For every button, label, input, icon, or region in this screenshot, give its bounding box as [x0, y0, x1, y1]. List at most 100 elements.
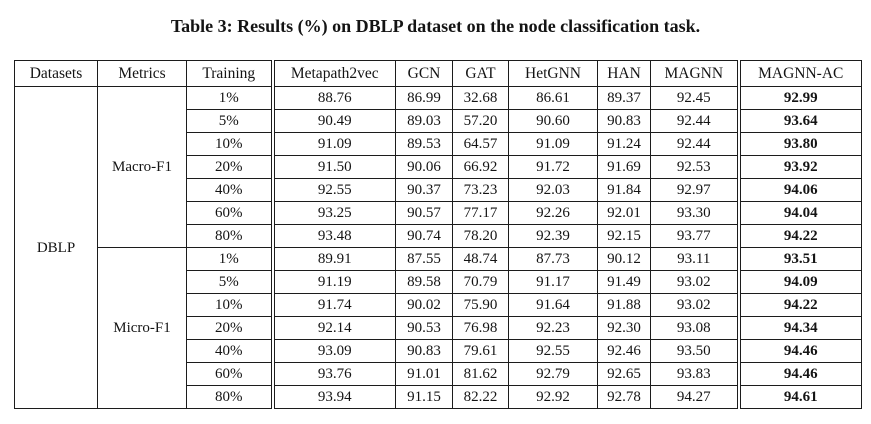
value-cell: 93.02 — [650, 293, 739, 317]
value-cell: 91.64 — [508, 293, 598, 317]
value-cell: 92.30 — [597, 316, 651, 340]
value-cell: 93.94 — [270, 385, 396, 409]
value-cell: 86.61 — [508, 86, 598, 110]
value-cell: 88.76 — [270, 86, 396, 110]
value-cell: 92.92 — [508, 385, 598, 409]
value-cell: 93.11 — [650, 247, 739, 271]
value-cell: 93.51 — [736, 247, 862, 271]
table-body: DBLP Macro-F1 1% 88.76 86.99 32.68 86.61 89.37 9… — [14, 86, 862, 409]
value-cell: 91.09 — [508, 132, 598, 156]
value-cell: 91.69 — [597, 155, 651, 179]
value-cell: 92.44 — [650, 109, 739, 133]
value-cell: 89.58 — [395, 270, 453, 294]
value-cell: 91.88 — [597, 293, 651, 317]
table-caption: Table 3: Results (%) on DBLP dataset on … — [170, 16, 701, 36]
value-cell: 94.22 — [736, 293, 862, 317]
value-cell: 90.60 — [508, 109, 598, 133]
value-cell: 94.27 — [650, 385, 739, 409]
table-row: 20% 92.14 90.53 76.98 92.23 92.30 93.08 94.34 — [15, 316, 862, 340]
value-cell: 90.06 — [395, 155, 453, 179]
value-cell: 92.55 — [270, 178, 396, 202]
value-cell: 93.02 — [650, 270, 739, 294]
value-cell: 91.24 — [597, 132, 651, 156]
value-cell: 78.20 — [452, 224, 509, 248]
value-cell: 92.65 — [597, 362, 651, 386]
value-cell: 91.01 — [395, 362, 453, 386]
training-cell: 5% — [186, 109, 273, 133]
table-row: 10% 91.09 89.53 64.57 91.09 91.24 92.44 93.80 — [15, 132, 862, 156]
value-cell: 93.77 — [650, 224, 739, 248]
value-cell: 87.55 — [395, 247, 453, 271]
value-cell: 92.99 — [736, 86, 862, 110]
value-cell: 86.99 — [395, 86, 453, 110]
value-cell: 57.20 — [452, 109, 509, 133]
table-row: Micro-F1 1% 89.91 87.55 48.74 87.73 90.12 93.11… — [15, 247, 862, 409]
value-cell: 92.26 — [508, 201, 598, 225]
value-cell: 93.76 — [270, 362, 396, 386]
value-cell: 94.61 — [736, 385, 862, 409]
value-cell: 93.09 — [270, 339, 396, 363]
table-row: 5% 91.19 89.58 70.79 91.17 91.49 93.02 94.09 — [15, 270, 862, 294]
value-cell: 91.84 — [597, 178, 651, 202]
value-cell: 81.62 — [452, 362, 509, 386]
value-cell: 92.53 — [650, 155, 739, 179]
value-cell: 92.78 — [597, 385, 651, 409]
column-header: HAN — [597, 60, 651, 87]
value-cell: 89.37 — [597, 86, 651, 110]
value-cell: 91.09 — [270, 132, 396, 156]
value-cell: 90.02 — [395, 293, 453, 317]
column-header: MAGNN-AC — [736, 60, 862, 87]
value-cell: 91.17 — [508, 270, 598, 294]
value-cell: 48.74 — [452, 247, 509, 271]
column-header: HetGNN — [508, 60, 598, 87]
metric-cell: Macro-F1 — [97, 86, 187, 248]
table-row: DBLP Macro-F1 1% 88.76 86.99 32.68 86.61 89.37 9… — [14, 86, 862, 409]
value-cell: 91.15 — [395, 385, 453, 409]
value-cell: 64.57 — [452, 132, 509, 156]
value-cell: 93.48 — [270, 224, 396, 248]
training-cell: 10% — [186, 132, 273, 156]
training-cell: 60% — [186, 362, 273, 386]
value-cell: 32.68 — [452, 86, 509, 110]
value-cell: 93.30 — [650, 201, 739, 225]
value-cell: 90.57 — [395, 201, 453, 225]
table-row: 5% 90.49 89.03 57.20 90.60 90.83 92.44 93.64 — [15, 109, 862, 133]
value-cell: 75.90 — [452, 293, 509, 317]
value-cell: 94.34 — [736, 316, 862, 340]
value-cell: 94.22 — [736, 224, 862, 248]
value-cell: 91.19 — [270, 270, 396, 294]
table-row: 40% 93.09 90.83 79.61 92.55 92.46 93.50 94.46 — [15, 339, 862, 363]
value-cell: 94.06 — [736, 178, 862, 202]
value-cell: 92.97 — [650, 178, 739, 202]
value-cell: 89.03 — [395, 109, 453, 133]
metric-cell: Micro-F1 — [97, 247, 187, 409]
value-cell: 92.79 — [508, 362, 598, 386]
table-row: 40% 92.55 90.37 73.23 92.03 91.84 92.97 94.06 — [15, 178, 862, 202]
value-cell: 92.01 — [597, 201, 651, 225]
table-row: 80% 93.94 91.15 82.22 92.92 92.78 94.27 94.61 — [15, 385, 862, 409]
training-cell: 5% — [186, 270, 273, 294]
column-header: GCN — [395, 60, 453, 87]
training-cell: 80% — [186, 385, 273, 409]
value-cell: 90.37 — [395, 178, 453, 202]
value-cell: 92.39 — [508, 224, 598, 248]
value-cell: 94.04 — [736, 201, 862, 225]
value-cell: 89.53 — [395, 132, 453, 156]
value-cell: 91.50 — [270, 155, 396, 179]
table-row: 80% 93.48 90.74 78.20 92.39 92.15 93.77 94.22 — [15, 224, 862, 248]
value-cell: 70.79 — [452, 270, 509, 294]
value-cell: 92.44 — [650, 132, 739, 156]
value-cell: 76.98 — [452, 316, 509, 340]
training-cell: 80% — [186, 224, 273, 248]
table-row: 60% 93.76 91.01 81.62 92.79 92.65 93.83 94.46 — [15, 362, 862, 386]
value-cell: 91.74 — [270, 293, 396, 317]
value-cell: 66.92 — [452, 155, 509, 179]
value-cell: 92.03 — [508, 178, 598, 202]
column-header: GAT — [452, 60, 509, 87]
training-cell: 40% — [186, 178, 273, 202]
column-header: Metapath2vec — [270, 60, 396, 87]
value-cell: 90.74 — [395, 224, 453, 248]
training-cell: 1% — [186, 86, 273, 110]
training-cell: 10% — [186, 293, 273, 317]
value-cell: 93.83 — [650, 362, 739, 386]
